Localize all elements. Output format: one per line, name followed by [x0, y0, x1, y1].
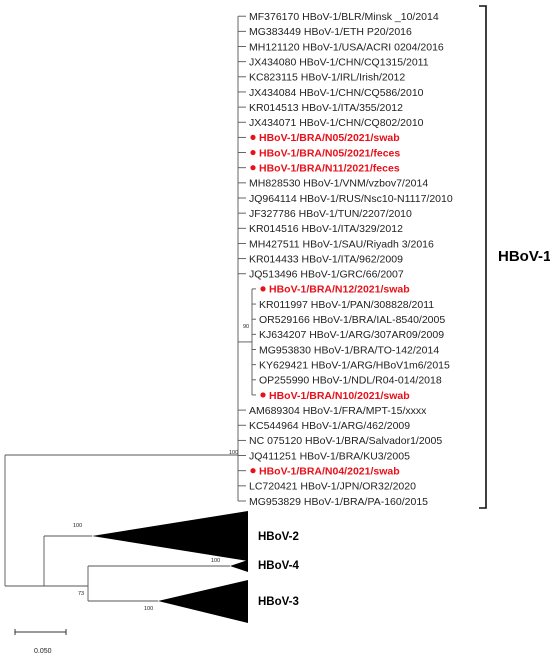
leaf-label-highlighted: HBoV-1/BRA/N05/2021/feces [259, 147, 400, 159]
hbov2-clade-label: HBoV-2 [258, 531, 299, 543]
leaf-label: KY629421 HBoV-1/ARG/HBoV1m6/2015 [259, 359, 450, 371]
highlight-dot-icon [260, 286, 266, 292]
leaf-label: KC544964 HBoV-1/ARG/462/2009 [249, 420, 410, 432]
leaf-label-highlighted: HBoV-1/BRA/N10/2021/swab [269, 390, 410, 402]
leaf-label: JQ513496 HBoV-1/GRC/66/2007 [249, 269, 404, 281]
leaf-labels: MF376170 HBoV-1/BLR/Minsk _10/2014 MG3834… [249, 11, 453, 508]
leaf-label: JQ411251 HBoV-1/BRA/KU3/2005 [249, 450, 410, 462]
bootstrap-hbov4: 100 [211, 558, 220, 564]
hbov1-clade-label: HBoV-1 [498, 248, 550, 265]
bootstrap-inner-node: 90 [243, 324, 249, 330]
leaf-label: OP255990 HBoV-1/NDL/R04-014/2018 [259, 375, 442, 387]
leaf-label: JX434071 HBoV-1/CHN/CQ802/2010 [249, 117, 424, 129]
leaf-label: OR529166 HBoV-1/BRA/IAL-8540/2005 [259, 314, 445, 326]
leaf-label: KR014513 HBoV-1/ITA/355/2012 [249, 102, 403, 114]
leaf-label: LC720421 HBoV-1/JPN/OR32/2020 [249, 481, 416, 493]
leaf-label: MG383449 HBoV-1/ETH P20/2016 [249, 26, 412, 38]
leaf-label: MH121120 HBoV-1/USA/ACRI 0204/2016 [249, 41, 444, 53]
leaf-label-highlighted: HBoV-1/BRA/N12/2021/swab [269, 284, 410, 296]
bootstrap-hbov3: 100 [144, 606, 153, 612]
leaf-label: KC823115 HBoV-1/IRL/Irish/2012 [249, 72, 405, 84]
bootstrap-root-hbov1: 100 [229, 450, 238, 456]
hbov3-clade-label: HBoV-3 [258, 596, 299, 608]
tree-branches [4, 15, 256, 602]
leaf-label: MH828530 HBoV-1/VNM/vzbov7/2014 [249, 178, 428, 190]
leaf-label: JX434084 HBoV-1/CHN/CQ586/2010 [249, 87, 424, 99]
leaf-label: MF376170 HBoV-1/BLR/Minsk _10/2014 [249, 11, 439, 23]
leaf-label: NC 075120 HBoV-1/BRA/Salvador1/2005 [249, 435, 442, 447]
bootstrap-hbov2: 100 [73, 523, 82, 529]
highlight-dot-icon [250, 165, 256, 171]
leaf-label: JQ964114 HBoV-1/RUS/Nsc10-N1117/2010 [249, 193, 453, 205]
leaf-label: KR011997 HBoV-1/PAN/308828/2011 [259, 299, 434, 311]
leaf-label: JX434080 HBoV-1/CHN/CQ1315/2011 [249, 56, 429, 68]
leaf-label-highlighted: HBoV-1/BRA/N11/2021/feces [259, 163, 400, 175]
leaf-label: KJ634207 HBoV-1/ARG/307AR09/2009 [259, 329, 444, 341]
leaf-label-highlighted: HBoV-1/BRA/N05/2021/swab [259, 132, 400, 144]
hbov4-clade-label: HBoV-4 [258, 560, 300, 572]
leaf-label: MH427511 HBoV-1/SAU/Riyadh 3/2016 [249, 238, 434, 250]
leaf-label: KR014516 HBoV-1/ITA/329/2012 [249, 223, 403, 235]
highlight-dot-icon [250, 149, 256, 156]
leaf-label: MG953829 HBoV-1/BRA/PA-160/2015 [249, 496, 428, 508]
hbov3-collapsed-clade [158, 580, 248, 623]
hbov2-collapsed-clade [92, 511, 248, 561]
leaf-label: MG953830 HBoV-1/BRA/TO-142/2014 [259, 344, 439, 356]
leaf-label: KR014433 HBoV-1/ITA/962/2009 [249, 253, 403, 265]
highlight-dot-icon [250, 134, 256, 140]
scale-bar-label: 0.050 [34, 648, 52, 655]
leaf-label: JF327786 HBoV-1/TUN/2207/2010 [249, 208, 412, 220]
bootstrap-hbov34: 73 [78, 591, 84, 597]
highlight-dot-icon [260, 392, 266, 398]
scale-bar-line [14, 629, 67, 635]
highlight-dot-icon [250, 468, 256, 474]
hbov1-bracket [479, 5, 487, 509]
leaf-label-highlighted: HBoV-1/BRA/N04/2021/swab [259, 466, 400, 478]
hbov4-collapsed-clade [230, 560, 248, 572]
leaf-label: AM689304 HBoV-1/FRA/MPT-15/xxxx [249, 405, 427, 417]
